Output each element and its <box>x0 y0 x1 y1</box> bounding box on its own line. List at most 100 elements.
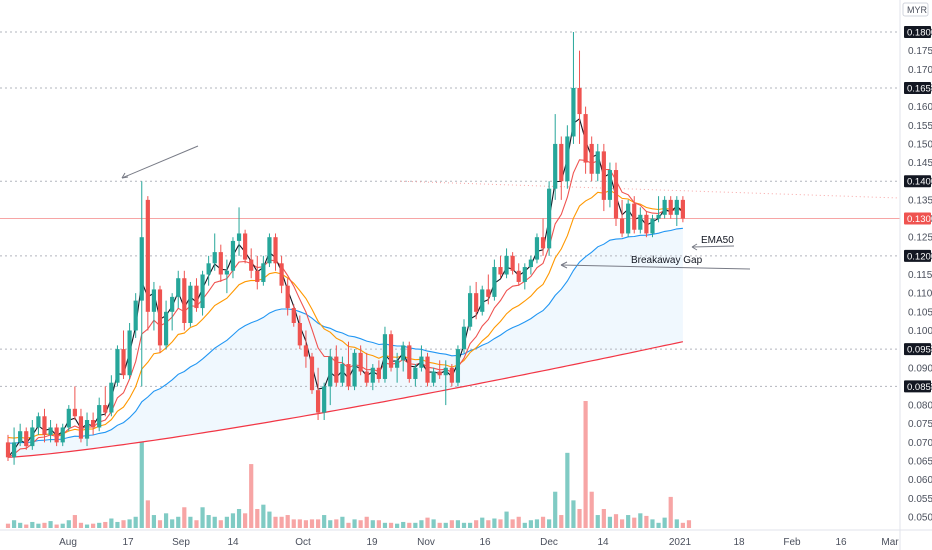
candle[interactable] <box>297 315 302 350</box>
candle[interactable] <box>121 330 126 379</box>
candle[interactable] <box>346 341 351 391</box>
candle[interactable] <box>218 244 223 282</box>
candle[interactable] <box>170 293 175 331</box>
time-axis[interactable]: Aug 17 Sep 14 Oct 19 Nov 16 Dec 14 2021 18 Feb 16 Mar <box>0 529 932 548</box>
candle[interactable] <box>267 233 272 268</box>
candle[interactable] <box>534 233 540 264</box>
candle[interactable] <box>145 196 150 331</box>
candle[interactable] <box>340 356 345 387</box>
candle[interactable] <box>230 237 236 279</box>
candles[interactable] <box>5 32 685 465</box>
candle[interactable] <box>388 330 394 372</box>
candle[interactable] <box>206 255 211 286</box>
candle[interactable] <box>72 386 77 420</box>
candle[interactable] <box>571 32 576 144</box>
candle[interactable] <box>48 420 53 443</box>
candle[interactable] <box>656 196 661 223</box>
candle[interactable] <box>528 255 533 275</box>
candle[interactable] <box>358 345 363 376</box>
candle[interactable] <box>91 412 96 435</box>
candle[interactable] <box>18 423 23 447</box>
candle[interactable] <box>133 293 138 338</box>
candle[interactable] <box>480 285 485 316</box>
candle[interactable] <box>486 274 491 305</box>
candle[interactable] <box>84 412 90 447</box>
candle[interactable] <box>510 252 515 275</box>
currency-badge[interactable] <box>902 2 929 17</box>
candle[interactable] <box>322 382 327 420</box>
candle[interactable] <box>303 330 309 368</box>
candle[interactable] <box>188 281 193 327</box>
candle[interactable] <box>382 326 388 383</box>
candle[interactable] <box>395 352 400 383</box>
candle[interactable] <box>103 386 108 417</box>
candle[interactable] <box>449 364 454 387</box>
candle[interactable] <box>668 196 673 219</box>
candle[interactable] <box>36 412 41 435</box>
candle[interactable] <box>364 352 369 387</box>
candle[interactable] <box>626 199 631 238</box>
candle[interactable] <box>182 270 187 331</box>
candle[interactable] <box>194 278 199 312</box>
candle[interactable] <box>437 360 442 379</box>
candle[interactable] <box>255 255 260 290</box>
candle[interactable] <box>54 423 59 447</box>
candle[interactable] <box>680 196 685 223</box>
candle[interactable] <box>632 196 637 234</box>
candle[interactable] <box>11 427 17 465</box>
candle[interactable] <box>662 196 667 219</box>
candle[interactable] <box>504 248 509 279</box>
candle[interactable] <box>176 270 181 309</box>
candle[interactable] <box>249 248 254 279</box>
candle[interactable] <box>236 207 242 256</box>
candle[interactable] <box>522 263 527 290</box>
candle[interactable] <box>644 211 649 238</box>
candle[interactable] <box>291 304 296 327</box>
candle[interactable] <box>376 360 381 383</box>
candle[interactable] <box>601 143 606 212</box>
candle[interactable] <box>163 300 169 350</box>
candle[interactable] <box>42 408 47 443</box>
candle[interactable] <box>315 367 321 420</box>
candle[interactable] <box>261 255 266 286</box>
candle[interactable] <box>78 408 84 443</box>
candle[interactable] <box>401 341 406 372</box>
candle[interactable] <box>583 106 588 174</box>
candle[interactable] <box>285 278 290 316</box>
candle[interactable] <box>425 352 430 387</box>
candle[interactable] <box>60 423 65 447</box>
candle[interactable] <box>431 367 436 387</box>
candle[interactable] <box>109 375 114 417</box>
price-axis[interactable]: 0.050 0.055 0.060 0.065 0.070 0.075 0.080 0.085… <box>899 0 932 550</box>
candle[interactable] <box>638 207 643 234</box>
candle[interactable] <box>559 136 564 200</box>
candle[interactable] <box>139 181 144 387</box>
candle[interactable] <box>467 285 473 331</box>
candle[interactable] <box>492 259 497 301</box>
candle[interactable] <box>565 125 570 189</box>
candle[interactable] <box>279 255 284 294</box>
candle[interactable] <box>224 259 229 294</box>
candle[interactable] <box>589 136 594 182</box>
candle[interactable] <box>413 364 418 387</box>
candle[interactable] <box>419 345 424 372</box>
candle[interactable] <box>334 345 339 387</box>
candle[interactable] <box>200 270 205 316</box>
candle[interactable] <box>595 143 600 182</box>
candle[interactable] <box>212 233 217 271</box>
candle[interactable] <box>540 218 546 256</box>
candle[interactable] <box>474 281 479 320</box>
candle[interactable] <box>370 364 375 391</box>
candle[interactable] <box>516 263 521 286</box>
candle[interactable] <box>273 233 278 271</box>
candle[interactable] <box>443 360 448 406</box>
candle[interactable] <box>151 281 157 331</box>
candle[interactable] <box>407 341 412 383</box>
candle[interactable] <box>650 214 655 238</box>
candle[interactable] <box>115 345 120 387</box>
candle[interactable] <box>352 349 357 391</box>
candle[interactable] <box>328 349 333 406</box>
candle[interactable] <box>619 199 625 238</box>
candle[interactable] <box>455 345 461 387</box>
